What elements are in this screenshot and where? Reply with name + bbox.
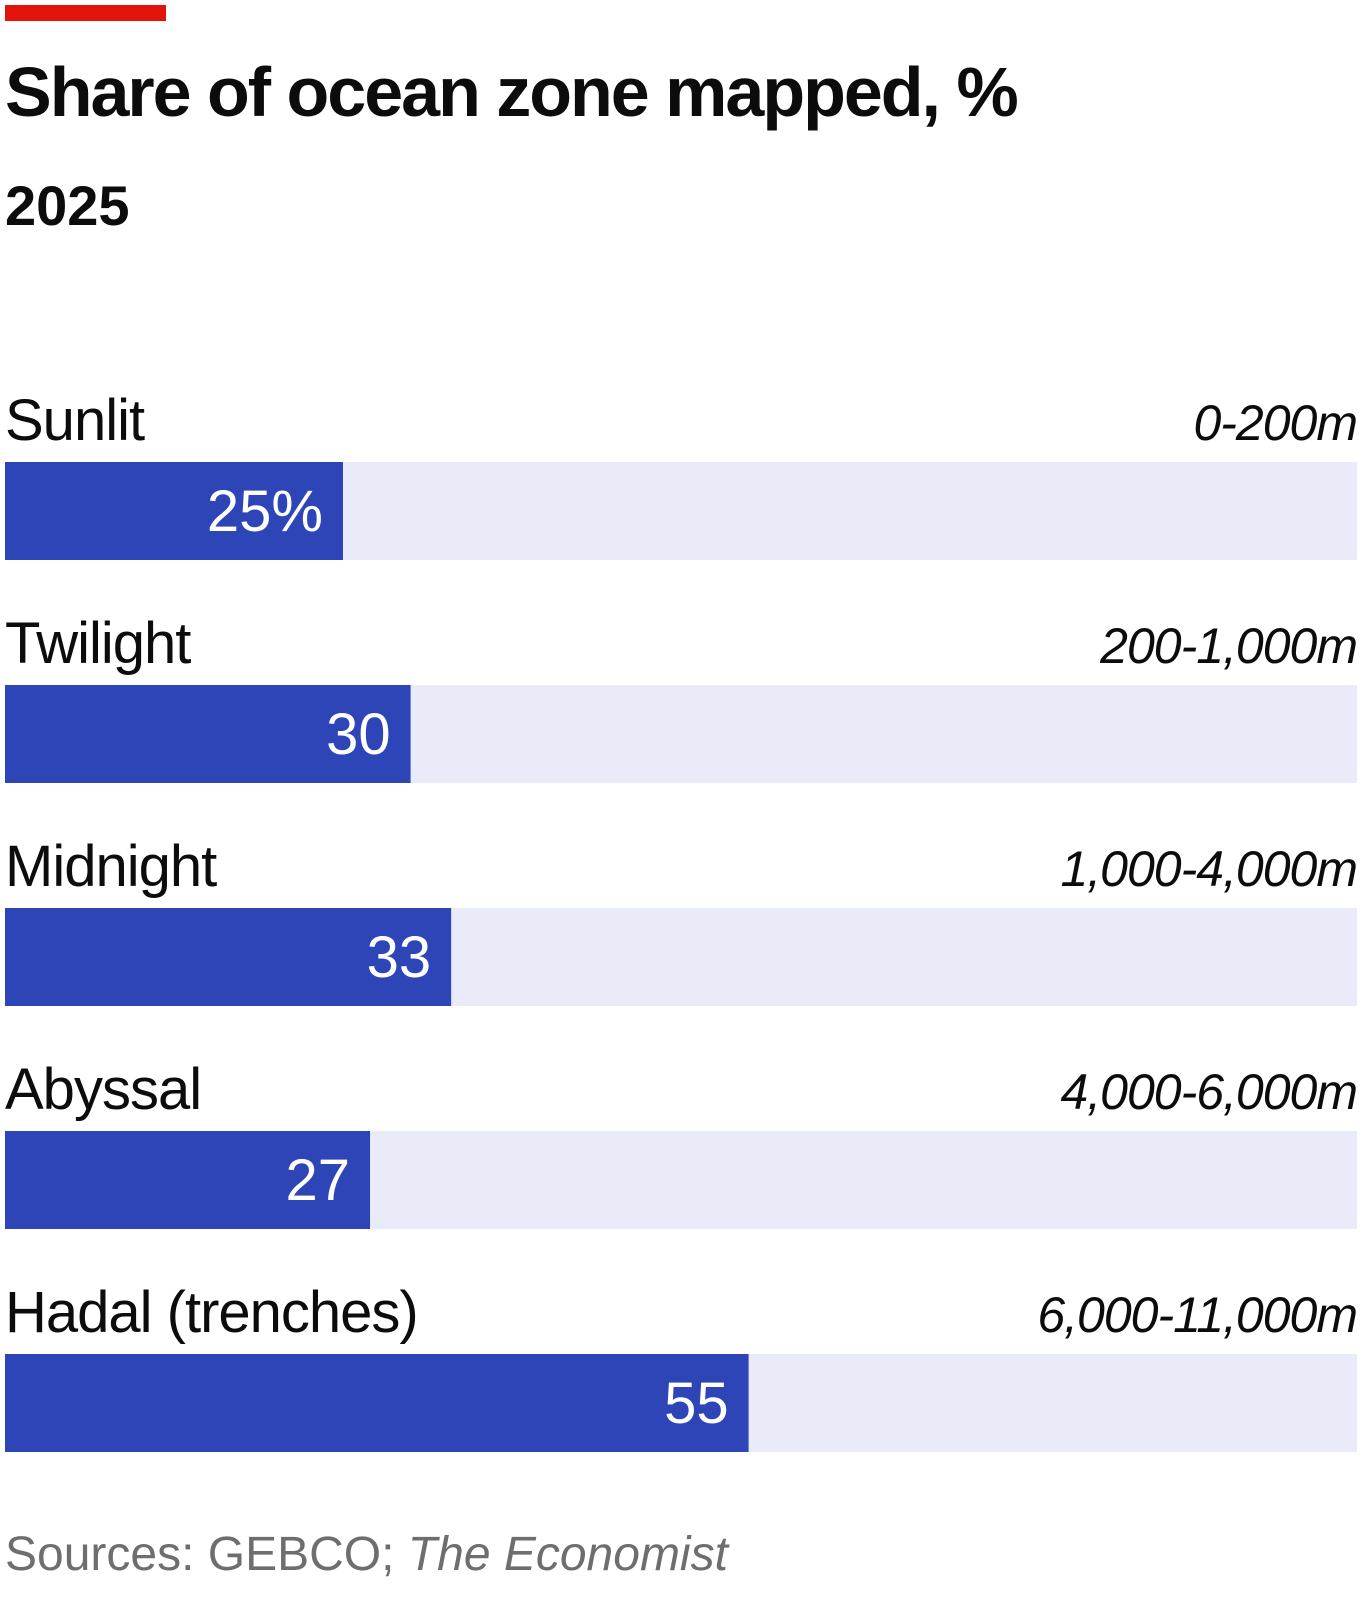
bar-value-label: 33 [367, 925, 432, 990]
source-publication: The Economist [407, 1528, 728, 1581]
category-label: Sunlit [5, 388, 145, 453]
chart-subtitle: 2025 [5, 174, 130, 237]
accent-rule [5, 5, 166, 21]
category-label: Twilight [5, 611, 191, 676]
chart-title: Share of ocean zone mapped, % [5, 53, 1019, 131]
depth-range-label: 6,000-11,000m [1037, 1287, 1357, 1343]
bar-value-label: 25% [207, 479, 323, 544]
depth-range-label: 0-200m [1193, 395, 1357, 451]
bar [5, 908, 452, 1006]
bar [5, 462, 343, 560]
category-label: Midnight [5, 834, 217, 899]
bar-value-label: 30 [326, 702, 391, 767]
source-note: Sources: GEBCO; The Economist [5, 1527, 728, 1583]
source-prefix: Sources: GEBCO; [5, 1528, 408, 1581]
bar [5, 1131, 371, 1229]
depth-range-label: 1,000-4,000m [1060, 841, 1357, 897]
bar-value-label: 55 [664, 1371, 729, 1436]
bar [5, 685, 411, 783]
bar [5, 1354, 749, 1452]
depth-range-label: 4,000-6,000m [1060, 1064, 1357, 1120]
bar-chart: Sunlit 0-200m 25% Twilight 200-1,000m 30 Midni… [5, 388, 1358, 1452]
category-label: Hadal (trenches) [5, 1280, 418, 1345]
depth-range-label: 200-1,000m [1099, 618, 1357, 674]
category-label: Abyssal [5, 1057, 201, 1122]
bar-value-label: 27 [286, 1148, 351, 1213]
